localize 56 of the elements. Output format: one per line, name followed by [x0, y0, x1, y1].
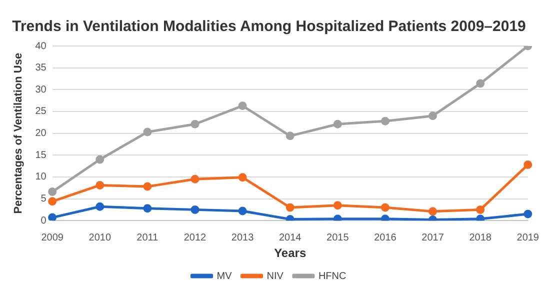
x-tick-label: 2016 — [374, 232, 397, 244]
x-tick-label: 2019 — [516, 232, 540, 244]
point — [476, 79, 485, 88]
point — [48, 188, 57, 196]
y-tick-label: 15 — [35, 150, 47, 161]
point — [286, 132, 294, 140]
x-tick-label: 2018 — [469, 232, 492, 244]
x-tick-label: 2014 — [278, 232, 302, 244]
point — [333, 120, 342, 128]
point — [380, 214, 390, 221]
y-tick-label: 35 — [35, 62, 47, 74]
y-tick-label: 5 — [40, 194, 47, 205]
x-tick-label: 2013 — [231, 232, 254, 244]
y-tick-label: 40 — [35, 40, 47, 52]
y-axis-title: Percentages of Ventilation Use — [12, 52, 25, 214]
point — [143, 204, 152, 213]
point — [476, 205, 485, 214]
point — [143, 182, 152, 191]
y-tick-label: 25 — [35, 106, 47, 118]
point — [524, 210, 532, 218]
legend-label: NIV — [266, 270, 284, 282]
point — [190, 120, 200, 128]
x-tick-label: 2010 — [88, 232, 112, 244]
y-tick-label: 20 — [35, 128, 47, 140]
point — [333, 201, 342, 210]
point — [428, 207, 438, 216]
y-tick-label: 0 — [40, 215, 47, 226]
point — [238, 102, 247, 110]
point — [238, 206, 247, 216]
point — [190, 205, 200, 214]
point — [476, 214, 485, 221]
point — [96, 180, 104, 190]
y-tick-label: 10 — [35, 172, 47, 183]
x-tick-label: 2009 — [41, 232, 64, 244]
point — [380, 116, 390, 126]
point — [96, 155, 104, 164]
point — [380, 203, 390, 212]
point — [238, 173, 247, 182]
legend-label: MV — [216, 270, 232, 282]
y-tick-label: 30 — [35, 84, 47, 96]
chart-title: Trends in Ventilation Modalities Among Hospitalized Patients 2009–2019 — [12, 18, 526, 36]
point — [96, 202, 104, 211]
x-tick-label: 2012 — [184, 232, 207, 244]
point — [48, 197, 57, 206]
x-tick-label: 2015 — [326, 232, 350, 244]
x-tick-label: 2011 — [136, 232, 159, 244]
point — [333, 214, 342, 221]
point — [286, 203, 294, 212]
x-axis-title: Years — [274, 246, 306, 260]
point — [48, 213, 57, 221]
point — [428, 112, 438, 120]
legend-label: HFNC — [318, 270, 346, 282]
point — [190, 174, 200, 184]
point — [143, 128, 152, 136]
x-tick-label: 2017 — [422, 232, 444, 244]
point — [524, 160, 532, 169]
